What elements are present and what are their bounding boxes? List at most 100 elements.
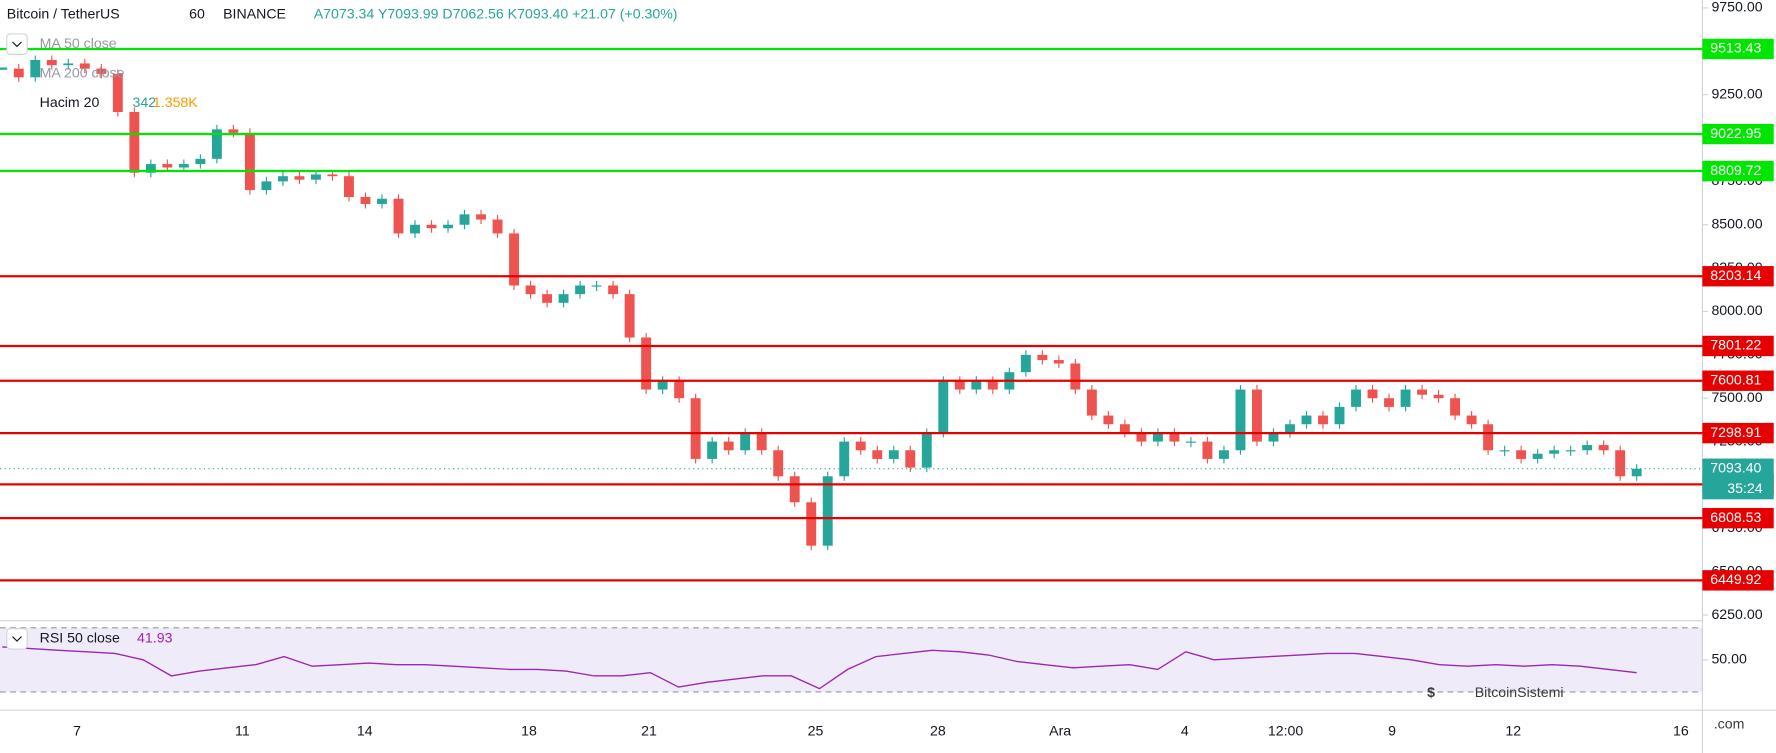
candle (624, 294, 635, 338)
ma50-label[interactable]: MA 50 close (40, 35, 117, 51)
candle (509, 233, 520, 286)
volume-label[interactable]: Hacim 20 (40, 94, 100, 110)
candle (1400, 389, 1411, 407)
candle (1582, 445, 1593, 451)
candle (756, 432, 767, 451)
level-label: 6808.53 (1710, 509, 1761, 525)
x-tick-label: 21 (641, 722, 657, 738)
candle (129, 112, 140, 173)
chevron (12, 636, 22, 642)
level-tag (1702, 370, 1774, 391)
candle (1301, 415, 1312, 425)
candle (410, 224, 420, 234)
watermark-suffix: .com (1714, 716, 1745, 732)
candle (244, 132, 255, 191)
candle (789, 476, 800, 503)
candle (1169, 432, 1180, 442)
rsi-tick-label: 50.00 (1711, 651, 1747, 667)
candle (1235, 389, 1246, 451)
last-price-label: 7093.40 (1710, 459, 1761, 475)
candle (1433, 394, 1444, 399)
candle (1268, 432, 1279, 442)
y-tick-label: 9750.00 (1711, 0, 1762, 15)
volume-value: 342 (133, 94, 157, 110)
candle (63, 63, 74, 66)
candle (277, 176, 288, 182)
candle (261, 181, 272, 191)
candle (1334, 406, 1345, 425)
candle (905, 450, 916, 468)
candle (1417, 389, 1428, 395)
candle (839, 441, 850, 477)
rsi-value: 41.93 (137, 630, 173, 646)
ma200-label[interactable]: MA 200 close (40, 64, 125, 80)
candle (591, 285, 602, 287)
candle (740, 432, 751, 451)
candle (178, 164, 189, 168)
symbol: Bitcoin / TetherUS (7, 5, 120, 21)
x-tick-label: 12 (1505, 722, 1521, 738)
x-tick-label: 9 (1388, 722, 1396, 738)
candle (1152, 432, 1163, 442)
countdown: 35:24 (1727, 480, 1763, 496)
level-tag (1702, 266, 1774, 287)
candle (558, 294, 569, 303)
candle (393, 198, 404, 234)
candle (608, 285, 619, 295)
x-tick-label: 14 (357, 722, 373, 738)
candle (921, 432, 932, 468)
candle (1053, 360, 1064, 364)
level-tag (1702, 507, 1774, 529)
interval: 60 (189, 5, 205, 21)
y-tick-label: 7500.00 (1711, 389, 1762, 405)
candle (822, 476, 833, 546)
candle (112, 73, 123, 113)
candle (1615, 450, 1626, 477)
candle (1218, 450, 1229, 459)
candle (1086, 389, 1097, 416)
watermark-brand: BitcoinSistemi (1475, 684, 1564, 700)
candle (195, 158, 206, 165)
candle (1103, 415, 1114, 425)
x-tick-label: 25 (808, 722, 824, 738)
y-tick-label: 8000.00 (1711, 302, 1762, 318)
candle (162, 164, 173, 168)
candle (773, 450, 784, 477)
candle (211, 129, 222, 159)
candle (79, 63, 90, 69)
collapse-button[interactable] (6, 628, 28, 650)
rsi-band (0, 627, 1703, 692)
candle (987, 380, 998, 390)
candle (690, 398, 701, 459)
x-tick-label: 4 (1181, 722, 1189, 738)
candle (657, 380, 668, 390)
indicator-legend: MA 50 close MA 200 close Hacim 20 342 1.… (6, 33, 198, 650)
collapse-button[interactable] (6, 33, 28, 55)
candle (1483, 424, 1494, 451)
candle (360, 197, 371, 204)
y-tick-label: 8500.00 (1711, 215, 1762, 231)
level-label: 9022.95 (1710, 125, 1761, 141)
candle (971, 380, 982, 390)
level-label: 7600.81 (1710, 371, 1761, 387)
exchange: BINANCE (223, 5, 286, 21)
candle (377, 198, 387, 204)
candle (707, 441, 718, 459)
candle (30, 59, 41, 78)
candle (1185, 441, 1196, 443)
header: Bitcoin / TetherUS 60 BINANCE A7073.34 Y… (7, 5, 678, 21)
candle (327, 174, 338, 177)
y-tick-label: 6250.00 (1711, 606, 1762, 622)
watermark-icon: $ (1427, 684, 1435, 700)
candle (294, 176, 305, 180)
candle (1565, 450, 1576, 452)
y-tick-label: 9250.00 (1711, 85, 1762, 101)
last-price-tag (1702, 458, 1774, 500)
candle (96, 68, 107, 74)
candle (476, 214, 486, 220)
rsi-label[interactable]: RSI 50 close (40, 630, 120, 646)
rsi-line (2, 646, 1637, 690)
candle (1466, 415, 1477, 425)
candle (806, 502, 817, 546)
candle (938, 380, 949, 433)
